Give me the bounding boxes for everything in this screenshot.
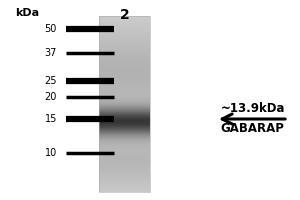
Text: 2: 2 [120,8,129,22]
Text: 37: 37 [45,48,57,58]
Text: 50: 50 [45,24,57,34]
Bar [99,16,150,192]
Text: 15: 15 [45,114,57,124]
Text: 10: 10 [45,148,57,158]
Text: ~13.9kDa: ~13.9kDa [220,102,285,116]
Text: kDa: kDa [15,8,39,18]
Text: 20: 20 [45,92,57,102]
Text: 25: 25 [44,76,57,86]
Text: GABARAP: GABARAP [220,122,284,136]
